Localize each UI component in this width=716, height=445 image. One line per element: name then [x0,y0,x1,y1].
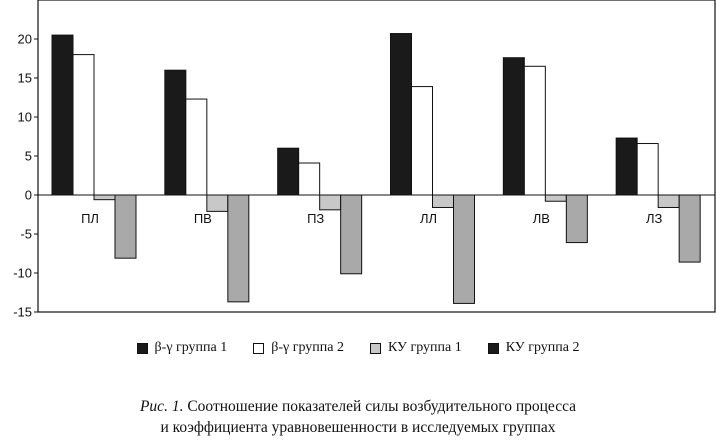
legend-item-ku1: КУ группа 1 [370,340,462,356]
bar [411,86,433,196]
y-tick-label: 10 [18,110,32,125]
caption-line-1: Рис. 1. Соотношение показателей силы воз… [0,396,716,417]
legend-label: β-γ группа 1 [154,340,228,355]
y-tick-label: 20 [18,32,32,47]
bar [678,194,701,263]
plot-frame [37,0,716,313]
bars [51,33,701,304]
bar [544,194,567,202]
bar [114,194,137,259]
bar-chart: -15 -10 -5 0 5 10 15 20 ПЛ ПВ ПЗ ЛЛ ЛВ ЛЗ [13,0,716,320]
bar [502,57,525,196]
bar [340,194,363,275]
legend-label: β-γ группа 2 [271,340,344,355]
bar [432,194,454,208]
category-label: ЛЗ [646,211,663,226]
bar [185,98,208,196]
legend-item-ku2: КУ группа 2 [487,340,580,356]
bar [277,147,300,196]
bar [206,194,229,212]
legend-label: КУ группа 1 [388,340,462,355]
y-tick-label: 15 [18,71,32,86]
caption-prefix: Рис. 1. [139,398,184,415]
legend-item-bg1: β-γ группа 1 [136,340,228,356]
bar [453,194,475,304]
bar [657,194,680,208]
bar [319,194,342,211]
legend-swatch [370,342,381,354]
bar [72,54,95,196]
bar [523,65,546,196]
y-tick-label: 5 [25,149,32,164]
bar [615,137,638,196]
legend: β-γ группа 1 β-γ группа 2 КУ группа 1 КУ… [0,340,716,356]
y-tick-label: -10 [13,266,32,281]
legend-label: КУ группа 2 [505,340,580,355]
legend-swatch [136,342,148,354]
bar [51,34,74,196]
bar [164,69,187,196]
caption-line-2: и коэффициента уравновешенности в исслед… [160,419,556,436]
category-label: ПЛ [81,211,99,226]
category-labels: ПЛ ПВ ПЗ ЛЛ ЛВ ЛЗ [81,211,662,226]
category-label: ЛВ [533,211,550,226]
bar [636,143,659,196]
legend-item-bg2: β-γ группа 2 [253,340,344,356]
category-label: ЛЛ [420,211,437,226]
y-tick-label: -15 [13,305,32,320]
caption-text-1: Соотношение показателей силы возбудитель… [187,398,577,415]
y-axis: -15 -10 -5 0 5 10 15 20 [13,32,38,320]
bar [93,194,116,201]
bar [390,33,412,196]
bar [298,162,321,196]
y-tick-label: 0 [25,188,32,203]
legend-swatch [487,342,499,354]
bar [565,194,588,244]
category-label: ПВ [194,211,212,226]
y-tick-label: -5 [20,227,32,242]
figure-caption: Рис. 1. Соотношение показателей силы воз… [0,396,716,438]
bar [227,194,250,303]
legend-swatch [253,342,265,354]
category-label: ПЗ [307,211,324,226]
